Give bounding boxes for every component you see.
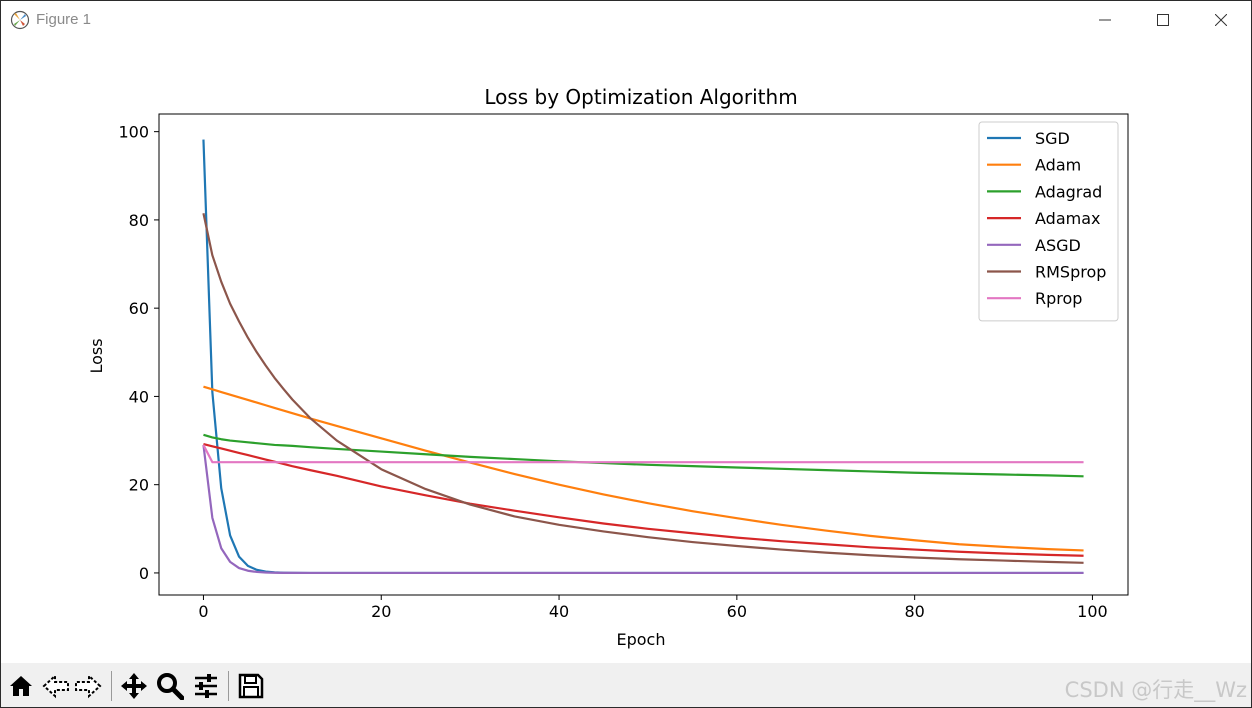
maximize-button[interactable]: [1134, 1, 1192, 39]
legend-label-sgd: SGD: [1035, 129, 1070, 148]
y-tick-label: 100: [118, 123, 149, 142]
series-line-sgd: [202, 139, 1084, 575]
window-title: Figure 1: [36, 11, 92, 28]
forward-button[interactable]: [73, 671, 103, 701]
minimize-button[interactable]: [1076, 1, 1134, 39]
pan-icon: [121, 673, 147, 699]
y-tick-label: 80: [129, 211, 149, 230]
save-button[interactable]: [236, 671, 266, 701]
y-tick-label: 40: [129, 387, 149, 406]
maximize-icon: [1157, 14, 1169, 26]
legend-label-adam: Adam: [1035, 156, 1081, 175]
configure-subplots-button[interactable]: [191, 671, 221, 701]
x-tick-label: 100: [1077, 602, 1108, 621]
y-axis-label: Loss: [87, 338, 106, 373]
legend: SGD Adam Adagrad Adamax ASGD RMSprop Rprop: [978, 121, 1119, 322]
y-tick-label: 0: [139, 564, 149, 583]
legend-label-rmsprop: RMSprop: [1035, 263, 1106, 282]
series-line-adam: [203, 385, 1084, 552]
y-tick-label: 60: [129, 299, 149, 318]
close-button[interactable]: [1192, 1, 1250, 39]
toolbar-separator: [228, 671, 229, 701]
close-icon: [1215, 14, 1227, 26]
x-tick-label: 60: [727, 602, 747, 621]
zoom-icon: [157, 673, 184, 700]
minimize-icon: [1099, 19, 1111, 21]
series-line-adamax: [203, 443, 1084, 557]
series-line-rprop: [202, 444, 1084, 464]
home-icon: [10, 676, 32, 696]
series-line-asgd: [202, 444, 1084, 575]
legend-label-asgd: ASGD: [1035, 236, 1081, 255]
x-tick-label: 80: [904, 602, 924, 621]
back-button[interactable]: [41, 671, 71, 701]
chart-title: Loss by Optimization Algorithm: [484, 85, 797, 109]
matplotlib-logo-icon: [10, 10, 30, 30]
legend-label-adamax: Adamax: [1035, 209, 1100, 228]
back-icon: [42, 673, 69, 699]
zoom-button[interactable]: [155, 671, 185, 701]
home-button[interactable]: [6, 671, 36, 701]
navigation-toolbar: CSDN @行走__Wz: [1, 663, 1251, 707]
save-icon: [238, 673, 264, 699]
plot-area: 0 20 40 60 80 100 0 20 40 60 80 100: [118, 113, 1129, 621]
x-axis-label: Epoch: [617, 630, 666, 649]
legend-label-adagrad: Adagrad: [1035, 182, 1102, 201]
series-line-rmsprop: [202, 213, 1084, 564]
chart-figure: 0 20 40 60 80 100 0 20 40 60 80 100 Loss by Optimiz…: [87, 85, 1129, 649]
x-tick-label: 20: [371, 602, 391, 621]
series-line-adagrad: [203, 433, 1084, 478]
forward-icon: [75, 673, 102, 699]
x-tick-label: 40: [549, 602, 569, 621]
toolbar-separator: [111, 671, 112, 701]
legend-label-rprop: Rprop: [1035, 289, 1082, 308]
watermark: CSDN @行走__Wz: [1064, 678, 1247, 702]
series-group: [202, 139, 1084, 575]
y-tick-label: 20: [129, 476, 149, 495]
title-bar[interactable]: Figure 1: [1, 1, 1251, 39]
configure-subplots-icon: [195, 674, 217, 698]
pan-button[interactable]: [119, 671, 149, 701]
x-tick-label: 0: [198, 602, 208, 621]
axes-frame: [158, 113, 1129, 596]
